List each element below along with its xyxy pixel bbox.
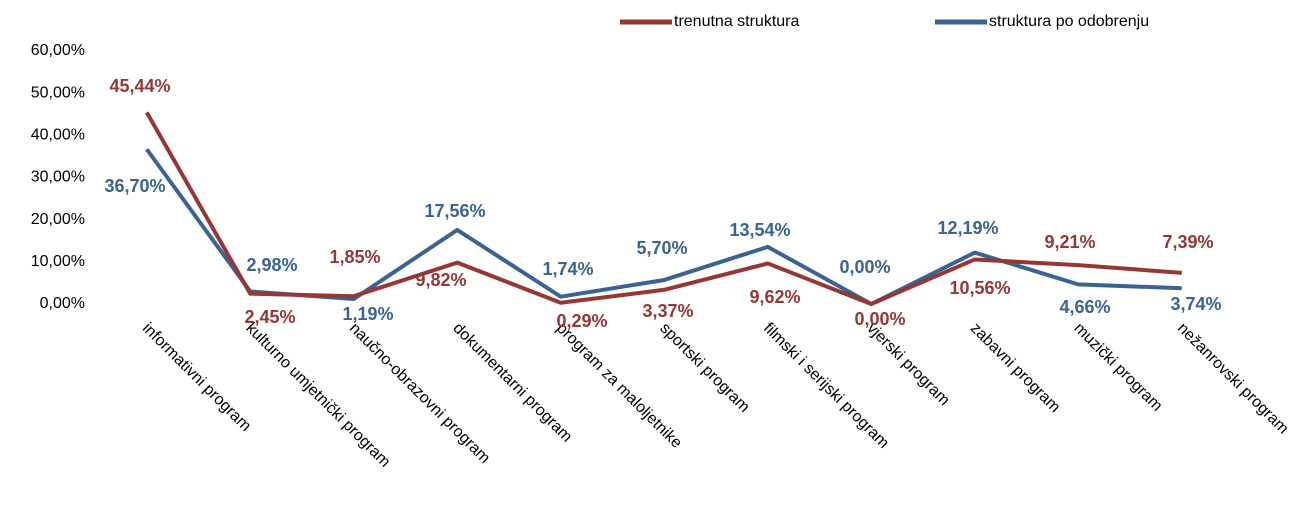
data-label: 1,85% <box>329 247 380 267</box>
y-tick-label: 40,00% <box>31 127 85 144</box>
data-label: 1,74% <box>542 259 593 279</box>
data-label: 13,54% <box>729 220 790 240</box>
data-label: 4,66% <box>1059 297 1110 317</box>
series-line <box>145 111 1182 306</box>
data-label: 5,70% <box>636 238 687 258</box>
data-label: 2,98% <box>246 255 297 275</box>
data-label: 2,45% <box>244 307 295 327</box>
data-label: 12,19% <box>937 218 998 238</box>
x-tick-label: nežanrovski program <box>1174 320 1289 438</box>
data-label: 0,29% <box>556 311 607 331</box>
data-label: 9,62% <box>749 287 800 307</box>
data-label: 1,19% <box>342 304 393 324</box>
data-label: 0,00% <box>839 257 890 277</box>
data-label: 3,74% <box>1170 294 1221 314</box>
y-tick-label: 20,00% <box>31 211 85 228</box>
data-label: 45,44% <box>109 76 170 96</box>
y-tick-label: 10,00% <box>31 253 85 270</box>
data-label: 17,56% <box>424 201 485 221</box>
legend-label: struktura po odobrenju <box>989 13 1149 30</box>
y-tick-label: 30,00% <box>31 169 85 186</box>
x-tick-label: sportski program <box>656 320 752 416</box>
data-label: 10,56% <box>949 278 1010 298</box>
data-label: 36,70% <box>104 176 165 196</box>
x-tick-label: dokumentarni program <box>449 320 575 446</box>
data-label: 9,82% <box>415 270 466 290</box>
series-line <box>145 148 1182 306</box>
x-tick-label: muzički program <box>1070 320 1165 415</box>
x-tick-label: vjerski program <box>863 320 952 409</box>
y-tick-label: 0,00% <box>40 295 85 312</box>
data-label: 9,21% <box>1044 232 1095 252</box>
data-label: 3,37% <box>642 301 693 321</box>
legend-label: trenutna struktura <box>674 13 800 30</box>
data-label: 0,00% <box>854 309 905 329</box>
data-label: 7,39% <box>1162 232 1213 252</box>
x-tick-label: informativni program <box>139 320 254 435</box>
x-tick-label: zabavni program <box>967 320 1063 416</box>
y-tick-label: 60,00% <box>31 42 85 59</box>
y-tick-label: 50,00% <box>31 84 85 101</box>
